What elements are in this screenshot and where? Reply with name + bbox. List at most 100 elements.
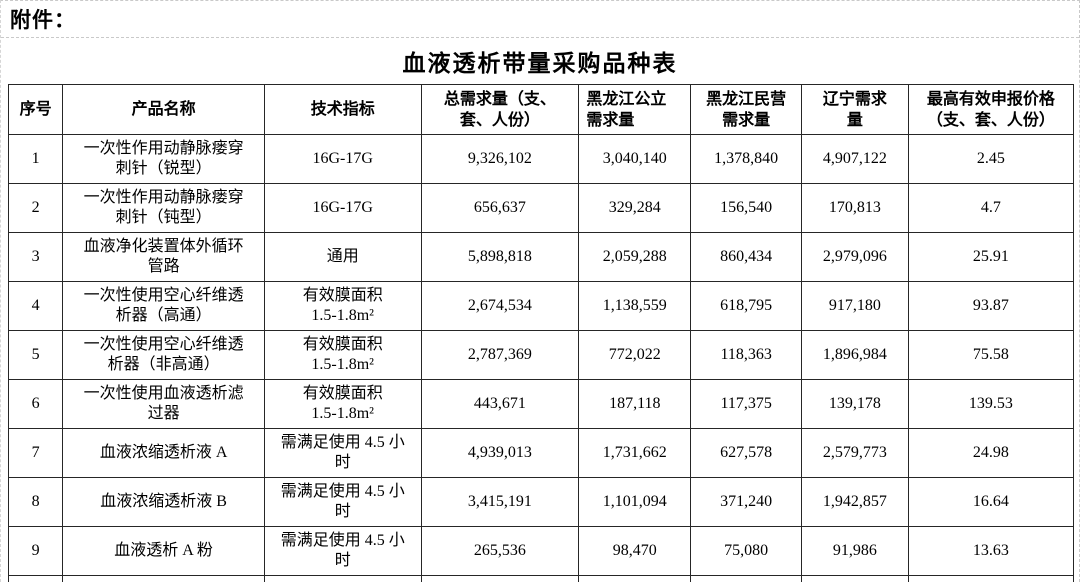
cell-liaoning: 2,979,096 bbox=[801, 232, 909, 282]
title-row: 血液透析带量采购品种表 bbox=[1, 38, 1079, 84]
cell-empty bbox=[62, 575, 265, 582]
cell-max-price: 16.64 bbox=[907, 477, 1075, 527]
header-cell-spec: 技术指标 bbox=[263, 84, 422, 135]
cell-index: 4 bbox=[7, 281, 64, 331]
cell-index: 5 bbox=[7, 330, 64, 380]
cell-liaoning: 1,896,984 bbox=[801, 330, 909, 380]
cell-hlj-private: 75,080 bbox=[690, 526, 803, 576]
cell-liaoning: 1,942,857 bbox=[801, 477, 909, 527]
cell-max-price: 24.98 bbox=[907, 428, 1075, 478]
cell-hlj-private: 860,434 bbox=[690, 232, 803, 282]
cell-product: 血液透析 A 粉 bbox=[62, 526, 265, 576]
cell-empty bbox=[801, 575, 909, 582]
cell-hlj-private: 118,363 bbox=[690, 330, 803, 380]
table-body: 1 一次性作用动静脉瘘穿 刺针（锐型） 16G-17G 9,326,102 3,040,… bbox=[7, 134, 1075, 582]
procurement-table: 序号 产品名称 技术指标 总需求量（支、 套、人份） 黑龙江公立 需求量 黑龙江… bbox=[7, 84, 1075, 582]
cell-product: 一次性作用动静脉瘘穿 刺针（锐型） bbox=[62, 134, 265, 184]
cell-spec: 16G-17G bbox=[263, 134, 422, 184]
table-row: 4 一次性使用空心纤维透 析器（高通） 有效膜面积 1.5-1.8m² 2,674,5… bbox=[7, 281, 1075, 331]
cell-max-price: 93.87 bbox=[907, 281, 1075, 331]
cell-total: 656,637 bbox=[420, 183, 580, 233]
cell-spec: 需满足使用 4.5 小 时 bbox=[263, 477, 422, 527]
cell-index: 8 bbox=[7, 477, 64, 527]
cell-max-price: 13.63 bbox=[907, 526, 1075, 576]
cell-index: 9 bbox=[7, 526, 64, 576]
cell-hlj-public: 2,059,288 bbox=[578, 232, 692, 282]
table-row: 3 血液净化装置体外循环 管路 通用 5,898,818 2,059,288 860,43… bbox=[7, 232, 1075, 282]
cell-empty bbox=[7, 575, 64, 582]
cell-liaoning: 170,813 bbox=[801, 183, 909, 233]
cell-spec: 有效膜面积 1.5-1.8m² bbox=[263, 281, 422, 331]
attachment-label: 附件： bbox=[10, 8, 76, 32]
cell-hlj-private: 117,375 bbox=[690, 379, 803, 429]
cell-product: 一次性使用血液透析滤 过器 bbox=[62, 379, 265, 429]
cell-hlj-public: 3,040,140 bbox=[578, 134, 692, 184]
cell-product: 血液浓缩透析液 A bbox=[62, 428, 265, 478]
cell-product: 一次性使用空心纤维透 析器（非高通） bbox=[62, 330, 265, 380]
cell-hlj-public: 98,470 bbox=[578, 526, 692, 576]
cell-hlj-public: 1,731,662 bbox=[578, 428, 692, 478]
cell-total: 3,415,191 bbox=[420, 477, 580, 527]
cell-max-price: 139.53 bbox=[907, 379, 1075, 429]
attachment-row: 附件： bbox=[1, 1, 1079, 38]
table-row-cutoff bbox=[7, 575, 1075, 582]
cell-max-price: 75.58 bbox=[907, 330, 1075, 380]
cell-empty bbox=[263, 575, 422, 582]
table-row: 6 一次性使用血液透析滤 过器 有效膜面积 1.5-1.8m² 443,671 187,… bbox=[7, 379, 1075, 429]
header-cell-index: 序号 bbox=[7, 84, 64, 135]
cell-liaoning: 91,986 bbox=[801, 526, 909, 576]
cell-hlj-private: 618,795 bbox=[690, 281, 803, 331]
cell-hlj-private: 371,240 bbox=[690, 477, 803, 527]
cell-product: 一次性使用空心纤维透 析器（高通） bbox=[62, 281, 265, 331]
cell-hlj-private: 156,540 bbox=[690, 183, 803, 233]
cell-product: 血液浓缩透析液 B bbox=[62, 477, 265, 527]
header-cell-liaoning: 辽宁需求 量 bbox=[801, 84, 909, 135]
cell-index: 3 bbox=[7, 232, 64, 282]
cell-hlj-private: 1,378,840 bbox=[690, 134, 803, 184]
cell-spec: 需满足使用 4.5 小 时 bbox=[263, 526, 422, 576]
cell-hlj-public: 1,101,094 bbox=[578, 477, 692, 527]
header-row: 序号 产品名称 技术指标 总需求量（支、 套、人份） 黑龙江公立 需求量 黑龙江… bbox=[7, 84, 1075, 135]
cell-max-price: 2.45 bbox=[907, 134, 1075, 184]
cell-empty bbox=[690, 575, 803, 582]
cell-empty bbox=[578, 575, 692, 582]
table-row: 2 一次性作用动静脉瘘穿 刺针（钝型） 16G-17G 656,637 329,284 1… bbox=[7, 183, 1075, 233]
header-cell-max-price: 最高有效申报价格 （支、套、人份） bbox=[907, 84, 1075, 135]
cell-product: 血液净化装置体外循环 管路 bbox=[62, 232, 265, 282]
cell-total: 9,326,102 bbox=[420, 134, 580, 184]
header-cell-hlj-private: 黑龙江民营 需求量 bbox=[690, 84, 803, 135]
cell-total: 2,787,369 bbox=[420, 330, 580, 380]
table-row: 8 血液浓缩透析液 B 需满足使用 4.5 小 时 3,415,191 1,101,09… bbox=[7, 477, 1075, 527]
table-row: 9 血液透析 A 粉需满足使用 4.5 小 时 265,536 98,470 75,08… bbox=[7, 526, 1075, 576]
cell-max-price: 4.7 bbox=[907, 183, 1075, 233]
cell-index: 6 bbox=[7, 379, 64, 429]
table-row: 7 血液浓缩透析液 A 需满足使用 4.5 小 时 4,939,013 1,731,66… bbox=[7, 428, 1075, 478]
cell-liaoning: 917,180 bbox=[801, 281, 909, 331]
table-row: 5 一次性使用空心纤维透 析器（非高通） 有效膜面积 1.5-1.8m² 2,787,… bbox=[7, 330, 1075, 380]
cell-hlj-public: 1,138,559 bbox=[578, 281, 692, 331]
cell-liaoning: 2,579,773 bbox=[801, 428, 909, 478]
cell-spec: 通用 bbox=[263, 232, 422, 282]
cell-spec: 有效膜面积 1.5-1.8m² bbox=[263, 330, 422, 380]
cell-max-price: 25.91 bbox=[907, 232, 1075, 282]
cell-liaoning: 4,907,122 bbox=[801, 134, 909, 184]
cell-hlj-private: 627,578 bbox=[690, 428, 803, 478]
cell-index: 2 bbox=[7, 183, 64, 233]
cell-hlj-public: 329,284 bbox=[578, 183, 692, 233]
table-row: 1 一次性作用动静脉瘘穿 刺针（锐型） 16G-17G 9,326,102 3,040,… bbox=[7, 134, 1075, 184]
cell-index: 1 bbox=[7, 134, 64, 184]
cell-empty bbox=[420, 575, 580, 582]
header-cell-hlj-public: 黑龙江公立 需求量 bbox=[578, 84, 692, 135]
cell-total: 5,898,818 bbox=[420, 232, 580, 282]
cell-total: 4,939,013 bbox=[420, 428, 580, 478]
cell-hlj-public: 187,118 bbox=[578, 379, 692, 429]
cell-total: 2,674,534 bbox=[420, 281, 580, 331]
cell-index: 7 bbox=[7, 428, 64, 478]
cell-spec: 16G-17G bbox=[263, 183, 422, 233]
cell-total: 265,536 bbox=[420, 526, 580, 576]
header-cell-product: 产品名称 bbox=[62, 84, 265, 135]
cell-hlj-public: 772,022 bbox=[578, 330, 692, 380]
page-title: 血液透析带量采购品种表 bbox=[402, 51, 678, 76]
cell-total: 443,671 bbox=[420, 379, 580, 429]
